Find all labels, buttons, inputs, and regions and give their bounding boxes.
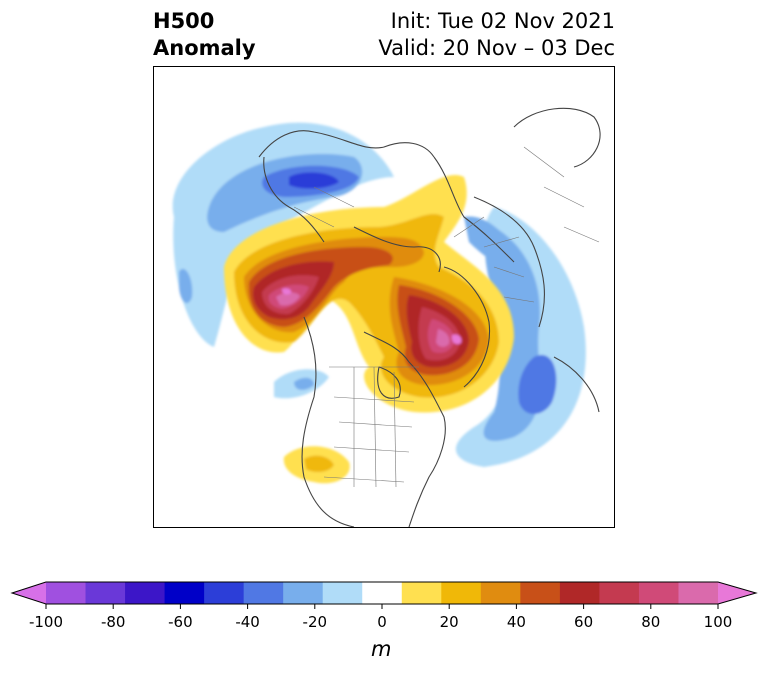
colorbar <box>10 581 758 609</box>
title-field: Anomaly <box>153 36 256 60</box>
colorbar-unit: m <box>371 637 392 661</box>
colorbar-segment <box>85 582 126 604</box>
colorbar-segment <box>638 582 679 604</box>
map-title: H500 Anomaly <box>153 8 256 62</box>
colorbar-segment <box>678 582 719 604</box>
colorbar-tick-label: -80 <box>100 613 126 631</box>
colorbar-tick-label: 80 <box>641 613 661 631</box>
colorbar-segment <box>480 582 521 604</box>
colorbar-segment <box>46 582 87 604</box>
colorbar-segment <box>243 582 284 604</box>
init-date: Init: Tue 02 Nov 2021 <box>390 9 615 33</box>
colorbar-segment <box>164 582 205 604</box>
positive-anomaly-fill <box>224 174 514 484</box>
colorbar-tick-label: -100 <box>28 613 64 631</box>
colorbar-extend-max <box>718 582 756 604</box>
colorbar-tick-label: -40 <box>235 613 260 631</box>
map-dates: Init: Tue 02 Nov 2021 Valid: 20 Nov – 03… <box>378 8 615 62</box>
colorbar-segment <box>401 582 442 604</box>
map-panel <box>153 66 615 528</box>
colorbar-segment <box>283 582 324 604</box>
anomaly-map <box>172 107 601 527</box>
colorbar-extend-min <box>12 582 46 604</box>
colorbar-segment <box>362 582 403 604</box>
colorbar-segment <box>559 582 600 604</box>
political-borders <box>293 146 600 488</box>
colorbar-tick-label: 100 <box>703 613 733 631</box>
colorbar-tick-label: 0 <box>377 613 387 631</box>
colorbar-tick-label: -20 <box>302 613 328 631</box>
coastlines <box>258 107 601 527</box>
colorbar-tick-label: -60 <box>168 613 193 631</box>
colorbar-segment <box>599 582 640 604</box>
colorbar-tick-label: 60 <box>574 613 594 631</box>
colorbar-tick-label: 20 <box>439 613 459 631</box>
colorbar-segment <box>204 582 245 604</box>
colorbar-segment <box>322 582 363 604</box>
colorbar-segment <box>441 582 482 604</box>
title-variable: H500 <box>153 9 215 33</box>
colorbar-tick-label: 40 <box>506 613 526 631</box>
colorbar-segment <box>520 582 561 604</box>
colorbar-segment <box>125 582 166 604</box>
valid-range: Valid: 20 Nov – 03 Dec <box>378 36 615 60</box>
